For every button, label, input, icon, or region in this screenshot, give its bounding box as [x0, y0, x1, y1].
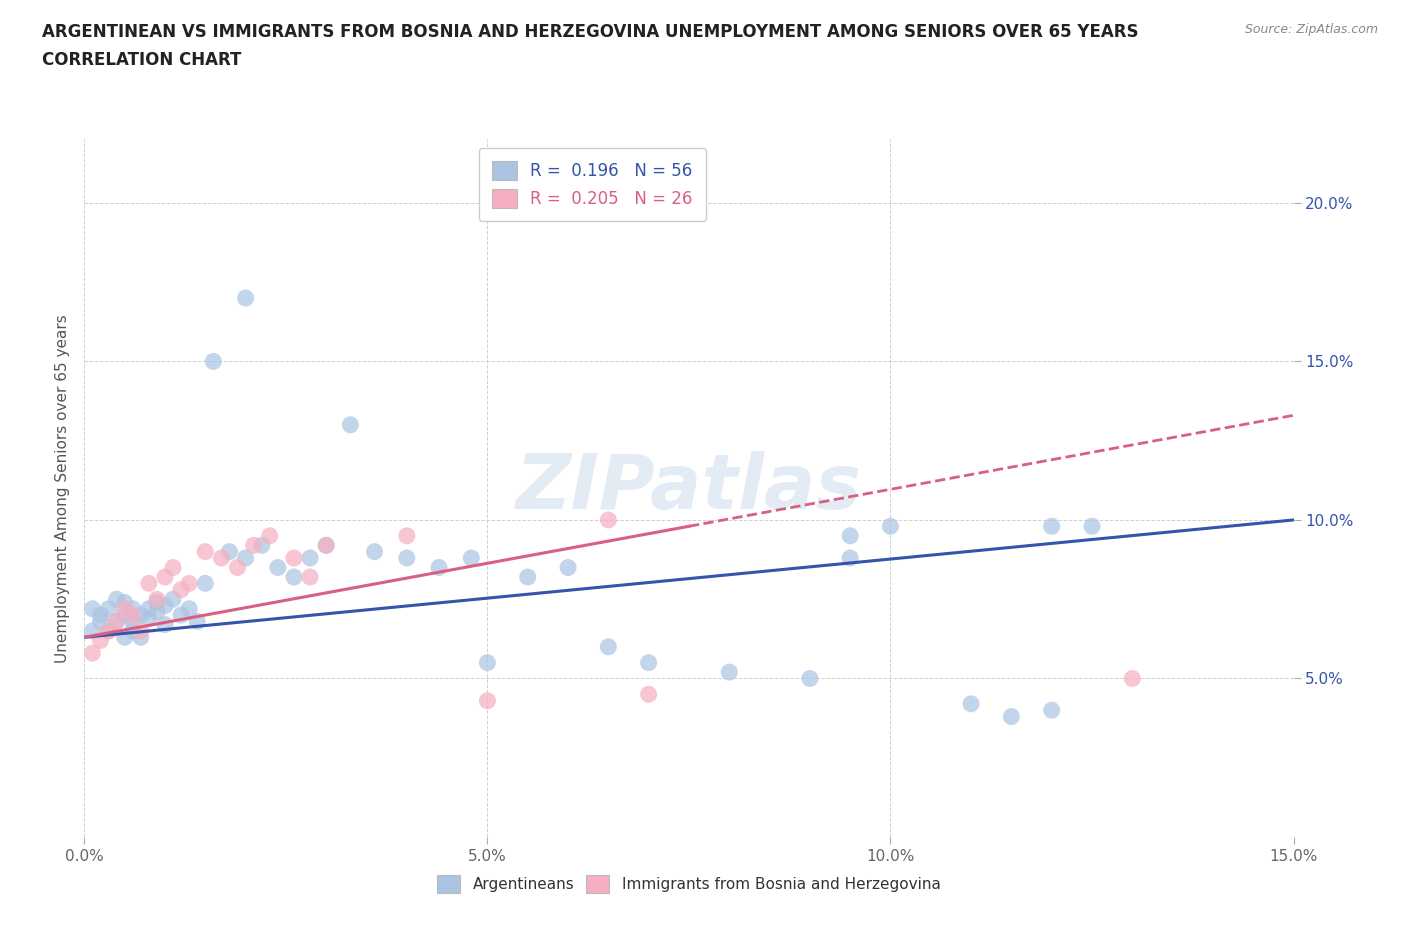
Point	[194, 576, 217, 591]
Point	[138, 576, 160, 591]
Point	[129, 630, 152, 644]
Point	[121, 614, 143, 629]
Point	[162, 591, 184, 606]
Point	[114, 595, 136, 610]
Point	[138, 611, 160, 626]
Point	[170, 582, 193, 597]
Point	[1081, 519, 1104, 534]
Point	[170, 607, 193, 622]
Point	[114, 602, 136, 617]
Point	[299, 569, 322, 584]
Point	[637, 655, 659, 670]
Point	[427, 560, 450, 575]
Point	[179, 576, 201, 591]
Point	[315, 538, 337, 552]
Point	[363, 544, 385, 559]
Point	[121, 607, 143, 622]
Point	[299, 551, 322, 565]
Point	[186, 614, 208, 629]
Point	[218, 544, 240, 559]
Point	[1040, 703, 1063, 718]
Point	[121, 602, 143, 617]
Point	[960, 697, 983, 711]
Point	[129, 607, 152, 622]
Point	[129, 623, 152, 638]
Point	[226, 560, 249, 575]
Y-axis label: Unemployment Among Seniors over 65 years: Unemployment Among Seniors over 65 years	[55, 314, 70, 662]
Point	[637, 687, 659, 702]
Point	[718, 665, 741, 680]
Point	[259, 528, 281, 543]
Point	[235, 551, 257, 565]
Point	[162, 560, 184, 575]
Point	[194, 544, 217, 559]
Point	[395, 551, 418, 565]
Point	[477, 655, 499, 670]
Point	[97, 623, 120, 638]
Point	[879, 519, 901, 534]
Point	[516, 569, 538, 584]
Point	[153, 569, 176, 584]
Point	[242, 538, 264, 552]
Point	[315, 538, 337, 552]
Point	[209, 551, 232, 565]
Text: CORRELATION CHART: CORRELATION CHART	[42, 51, 242, 69]
Point	[146, 591, 169, 606]
Text: ARGENTINEAN VS IMMIGRANTS FROM BOSNIA AND HERZEGOVINA UNEMPLOYMENT AMONG SENIORS: ARGENTINEAN VS IMMIGRANTS FROM BOSNIA AN…	[42, 23, 1139, 41]
Point	[89, 607, 111, 622]
Point	[250, 538, 273, 552]
Point	[1040, 519, 1063, 534]
Point	[97, 602, 120, 617]
Point	[114, 607, 136, 622]
Point	[1121, 671, 1143, 686]
Point	[839, 528, 862, 543]
Point	[799, 671, 821, 686]
Point	[339, 418, 361, 432]
Point	[598, 639, 620, 654]
Point	[82, 602, 104, 617]
Point	[121, 623, 143, 638]
Point	[267, 560, 290, 575]
Point	[839, 551, 862, 565]
Point	[477, 693, 499, 708]
Point	[235, 290, 257, 305]
Point	[82, 623, 104, 638]
Point	[105, 614, 128, 629]
Point	[89, 614, 111, 629]
Point	[146, 595, 169, 610]
Point	[202, 354, 225, 369]
Point	[153, 618, 176, 632]
Point	[179, 602, 201, 617]
Point	[138, 602, 160, 617]
Text: Source: ZipAtlas.com: Source: ZipAtlas.com	[1244, 23, 1378, 36]
Legend: Argentineans, Immigrants from Bosnia and Herzegovina: Argentineans, Immigrants from Bosnia and…	[432, 870, 946, 899]
Point	[598, 512, 620, 527]
Point	[283, 569, 305, 584]
Point	[395, 528, 418, 543]
Text: ZIPatlas: ZIPatlas	[516, 451, 862, 525]
Point	[283, 551, 305, 565]
Point	[114, 630, 136, 644]
Point	[1000, 709, 1022, 724]
Point	[460, 551, 482, 565]
Point	[105, 614, 128, 629]
Point	[146, 604, 169, 619]
Point	[153, 598, 176, 613]
Point	[82, 645, 104, 660]
Point	[89, 633, 111, 648]
Point	[557, 560, 579, 575]
Point	[105, 591, 128, 606]
Point	[97, 623, 120, 638]
